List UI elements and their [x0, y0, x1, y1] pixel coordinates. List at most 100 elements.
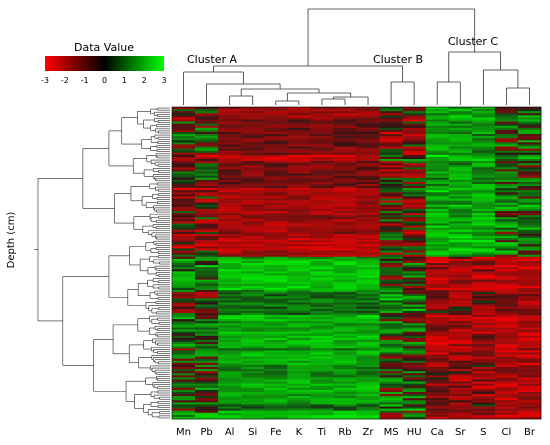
heatmap-cell: [448, 240, 473, 243]
heatmap-cell: [287, 221, 311, 224]
heatmap-cell: [264, 377, 288, 380]
heatmap-cell: [448, 406, 473, 409]
heatmap-cell: [379, 379, 403, 382]
heatmap-cell: [287, 396, 311, 399]
heatmap-cell: [241, 342, 265, 345]
heatmap-cell: [310, 400, 334, 403]
heatmap-cell: [310, 410, 334, 414]
heatmap-cell: [494, 254, 519, 258]
heatmap-cell: [287, 252, 311, 255]
heatmap-cell: [471, 113, 496, 116]
heatmap-cell: [356, 402, 380, 405]
heatmap-cell: [356, 362, 380, 366]
heatmap-cell: [471, 391, 496, 395]
heatmap-cell: [264, 283, 288, 287]
heatmap-cell: [471, 273, 496, 276]
heatmap-cell: [172, 125, 196, 129]
heatmap-cell: [356, 129, 380, 133]
heatmap-cell: [241, 163, 265, 166]
heatmap-cell: [310, 208, 334, 212]
heatmap-cell: [494, 123, 519, 127]
heatmap-cell: [448, 175, 473, 179]
heatmap-cell: [333, 358, 357, 362]
heatmap-cell: [494, 200, 519, 203]
heatmap-cell: [517, 117, 542, 120]
heatmap-cell: [356, 169, 380, 172]
heatmap-cell: [356, 111, 380, 114]
heatmap-cell: [425, 379, 450, 382]
heatmap-cell: [287, 254, 311, 258]
heatmap-cell: [517, 123, 542, 127]
heatmap-cell: [425, 202, 450, 206]
heatmap-cell: [494, 256, 519, 260]
heatmap-cell: [448, 246, 473, 249]
heatmap-cell: [195, 367, 219, 370]
heatmap-cell: [402, 152, 426, 156]
heatmap-cell: [448, 300, 473, 303]
heatmap-cell: [379, 223, 403, 226]
heatmap-cell: [264, 308, 288, 312]
heatmap-cell: [356, 231, 380, 235]
heatmap-cell: [356, 383, 380, 387]
heatmap-cell: [402, 364, 426, 368]
heatmap-cell: [448, 377, 473, 380]
heatmap-cell: [287, 371, 311, 374]
heatmap-cell: [218, 167, 242, 170]
heatmap-cell: [425, 229, 450, 233]
heatmap-cell: [379, 121, 403, 124]
heatmap-cell: [517, 396, 542, 399]
heatmap-cell: [425, 217, 450, 220]
heatmap-cell: [402, 404, 426, 407]
heatmap-cell: [264, 267, 288, 270]
heatmap-cell: [287, 263, 311, 266]
heatmap-cell: [494, 150, 519, 154]
heatmap-cell: [402, 225, 426, 228]
heatmap-cell: [287, 202, 311, 206]
heatmap-cell: [448, 362, 473, 366]
heatmap-cell: [287, 279, 311, 283]
heatmap-cell: [379, 136, 403, 139]
heatmap-cell: [471, 119, 496, 122]
heatmap-cell: [241, 339, 265, 343]
heatmap-cell: [287, 198, 311, 201]
heatmap-cell: [448, 123, 473, 127]
heatmap-cell: [241, 227, 265, 231]
heatmap-cell: [517, 240, 542, 243]
heatmap-cell: [425, 181, 450, 185]
heatmap-cell: [264, 123, 288, 127]
heatmap-cell: [425, 213, 450, 216]
heatmap-cell: [448, 231, 473, 235]
heatmap-cell: [310, 169, 334, 172]
heatmap-cell: [471, 315, 496, 318]
heatmap-cell: [402, 319, 426, 322]
heatmap-cell: [310, 333, 334, 337]
heatmap-cell: [402, 198, 426, 201]
heatmap-cell: [471, 265, 496, 268]
heatmap-cell: [471, 306, 496, 310]
heatmap-cell: [402, 275, 426, 278]
heatmap-cell: [218, 265, 242, 268]
heatmap-cell: [379, 117, 403, 120]
heatmap-cell: [356, 254, 380, 258]
heatmap-cell: [448, 156, 473, 160]
heatmap-cell: [494, 296, 519, 299]
heatmap-cell: [172, 194, 196, 197]
heatmap-cell: [264, 408, 288, 411]
heatmap-cell: [195, 148, 219, 151]
heatmap-cell: [264, 188, 288, 191]
heatmap-cell: [172, 138, 196, 141]
heatmap-cell: [356, 269, 380, 272]
heatmap-cell: [425, 134, 450, 137]
heatmap-cell: [402, 163, 426, 166]
heatmap-cell: [425, 352, 450, 355]
heatmap-cell: [218, 152, 242, 156]
heatmap-cell: [172, 356, 196, 359]
heatmap-cell: [195, 111, 219, 114]
heatmap-cell: [310, 161, 334, 164]
heatmap-cell: [517, 335, 542, 339]
heatmap-cell: [425, 250, 450, 253]
heatmap-cell: [195, 391, 219, 395]
heatmap-cell: [379, 283, 403, 287]
heatmap-cell: [448, 121, 473, 124]
heatmap-cell: [425, 296, 450, 299]
